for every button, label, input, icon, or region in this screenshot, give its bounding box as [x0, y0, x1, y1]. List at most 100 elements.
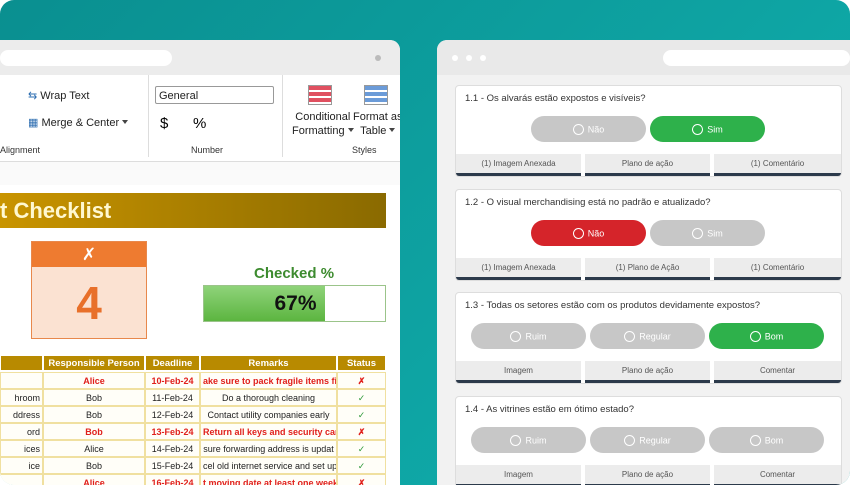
cell: Alice: [43, 474, 145, 485]
option-button[interactable]: Sim: [650, 220, 765, 246]
option-button[interactable]: Não: [531, 116, 646, 142]
currency-button[interactable]: $: [160, 115, 169, 132]
label: Table: [353, 124, 400, 138]
cell: ice: [0, 457, 43, 474]
table-icon: [364, 85, 388, 105]
option-icon: [510, 435, 522, 447]
cell: ✓: [337, 406, 386, 423]
merge-center[interactable]: ▦ Merge & Center: [28, 116, 128, 129]
number-format[interactable]: General: [155, 86, 274, 104]
footer-tab[interactable]: Plano de ação: [585, 361, 710, 383]
footer-label: Plano de ação: [621, 159, 674, 168]
footer-label: Comentar: [759, 366, 796, 375]
option-icon: [572, 228, 584, 240]
option-label: Ruim: [525, 435, 547, 446]
option-button[interactable]: Bom: [709, 427, 824, 453]
footer-label: Comentar: [759, 470, 796, 479]
footer-label: (1) Imagem Anexada: [481, 159, 556, 168]
cell: 13-Feb-24: [145, 423, 200, 440]
option-icon: [624, 331, 636, 343]
percent-button[interactable]: %: [193, 115, 207, 132]
option-label: Regular: [639, 435, 671, 446]
option-button[interactable]: Regular: [590, 323, 705, 349]
title-bar: [0, 40, 400, 75]
cell: ake sure to pack fragile items fir: [200, 372, 337, 389]
option-label: Ruim: [525, 331, 547, 342]
cell: t moving date at least one week: [200, 474, 337, 485]
cell: Bob: [43, 406, 145, 423]
option-icon: [510, 331, 522, 343]
group-label: Styles: [352, 145, 377, 155]
footer-label: (1) Plano de Ação: [615, 263, 680, 272]
cf-icon: [308, 85, 332, 105]
footer-tab[interactable]: Comentar: [714, 361, 841, 383]
cell: Bob: [43, 389, 145, 406]
footer-tab[interactable]: Comentar: [714, 465, 841, 485]
dot: [375, 55, 381, 61]
option-button[interactable]: Regular: [590, 427, 705, 453]
cell: Bob: [43, 457, 145, 474]
footer-tab[interactable]: Plano de ação: [585, 154, 710, 176]
question-card: 1.4 - As vitrines estão em ótimo estado?…: [455, 396, 842, 485]
option-icon: [692, 228, 704, 240]
footer-label: Imagem: [504, 470, 533, 479]
separator: [148, 75, 149, 157]
cell: ✗: [337, 423, 386, 440]
header-cell: Deadline: [145, 355, 200, 371]
separator: [282, 75, 283, 157]
cell: 12-Feb-24: [145, 406, 200, 423]
footer-tab[interactable]: Imagem: [456, 361, 581, 383]
question-card: 1.2 - O visual merchandising está no pad…: [455, 189, 842, 281]
conditional-formatting[interactable]: Conditional Formatting: [292, 110, 354, 138]
dot: [480, 55, 486, 61]
question: 1.3 - Todas os setores estão com os prod…: [465, 300, 761, 311]
format-as-table[interactable]: Format as Table: [353, 110, 400, 138]
footer-tab[interactable]: (1) Imagem Anexada: [456, 154, 581, 176]
option-button[interactable]: Não: [531, 220, 646, 246]
checklist-window: 1.1 - Os alvarás estão expostos e visíve…: [437, 40, 850, 485]
footer-label: (1) Comentário: [750, 159, 805, 168]
option-label: Bom: [764, 331, 784, 342]
option-label: Regular: [639, 331, 671, 342]
question: 1.2 - O visual merchandising está no pad…: [465, 197, 711, 208]
cell: 15-Feb-24: [145, 457, 200, 474]
footer-label: Imagem: [504, 366, 533, 375]
footer-tab[interactable]: (1) Comentário: [714, 154, 841, 176]
option-button[interactable]: Ruim: [471, 323, 586, 349]
question: 1.4 - As vitrines estão em ótimo estado?: [465, 404, 634, 415]
option-button[interactable]: Ruim: [471, 427, 586, 453]
label: Wrap Text: [40, 90, 90, 102]
x-count: 4: [76, 277, 102, 329]
option-button[interactable]: Bom: [709, 323, 824, 349]
cell: ✓: [337, 457, 386, 474]
header-cell: Responsible Person: [43, 355, 145, 371]
excel-window: ⇆ Wrap Text ▦ Merge & Center Alignment G…: [0, 40, 400, 485]
option-icon: [749, 435, 761, 447]
cell: cel old internet service and set up: [200, 457, 337, 474]
group-label: Alignment: [0, 145, 41, 155]
group-label: Number: [191, 145, 224, 155]
footer-tab[interactable]: (1) Plano de Ação: [585, 258, 710, 280]
progress-bar: 67%: [203, 285, 386, 322]
option-button[interactable]: Sim: [650, 116, 765, 142]
footer-tab[interactable]: (1) Comentário: [714, 258, 841, 280]
cell: ✓: [337, 440, 386, 457]
cell: ddress: [0, 406, 43, 423]
header-cell: Status: [337, 355, 386, 371]
header-cell: Remarks: [200, 355, 337, 371]
footer-tab[interactable]: (1) Imagem Anexada: [456, 258, 581, 280]
address-pill: [663, 50, 850, 66]
cell: Alice: [43, 372, 145, 389]
cell: 16-Feb-24: [145, 474, 200, 485]
x-box: ✗ 4: [31, 241, 147, 339]
wrap-text[interactable]: ⇆ Wrap Text: [28, 90, 90, 102]
option-label: Bom: [764, 435, 784, 446]
ribbon: ⇆ Wrap Text ▦ Merge & Center Alignment G…: [0, 75, 400, 162]
footer-tab[interactable]: Imagem: [456, 465, 581, 485]
footer-tab[interactable]: Plano de ação: [585, 465, 710, 485]
cell: ✗: [337, 372, 386, 389]
question-card: 1.3 - Todas os setores estão com os prod…: [455, 292, 842, 384]
question-card: 1.1 - Os alvarás estão expostos e visíve…: [455, 85, 842, 177]
checked-value: 67%: [274, 292, 317, 315]
option-label: Não: [587, 228, 605, 239]
